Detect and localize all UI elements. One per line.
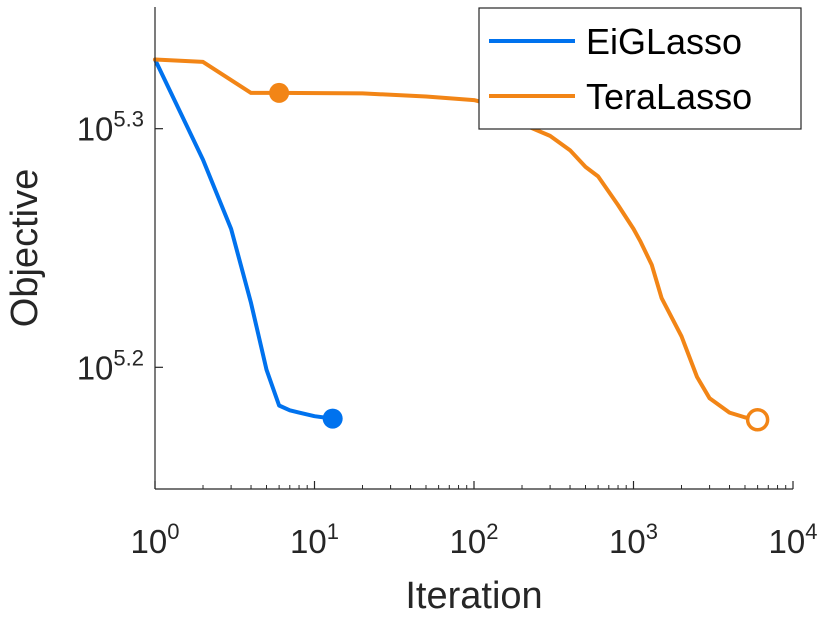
legend-label-eiglasso: EiGLasso [586, 21, 742, 62]
series-line-teralasso [153, 57, 760, 422]
legend-box [478, 7, 802, 130]
y-axis-label: Objective [4, 169, 46, 327]
x-tick-label: 102 [450, 519, 499, 560]
y-tick-label: 105.2 [77, 345, 144, 386]
y-tick-label: 105.3 [77, 107, 144, 148]
markers-layer [269, 82, 770, 432]
series-end-marker-teralasso [745, 408, 770, 432]
series-line-eiglasso [153, 57, 335, 421]
x-tick-label: 103 [609, 519, 658, 560]
x-axis-label: Iteration [405, 575, 542, 617]
x-ticks: 100 101 102 103 104 [131, 481, 818, 560]
x-tick-label: 101 [290, 519, 339, 560]
curves-layer [153, 57, 760, 422]
legend-label-teralasso: TeraLasso [586, 76, 752, 117]
y-ticks: 105.3 105.2 [77, 107, 163, 386]
series-start-marker-teralasso [269, 82, 290, 103]
x-tick-label: 104 [769, 519, 818, 560]
legend: EiGLasso TeraLasso [478, 7, 802, 130]
x-tick-label: 100 [131, 519, 180, 560]
series-end-marker-eiglasso [322, 408, 343, 429]
